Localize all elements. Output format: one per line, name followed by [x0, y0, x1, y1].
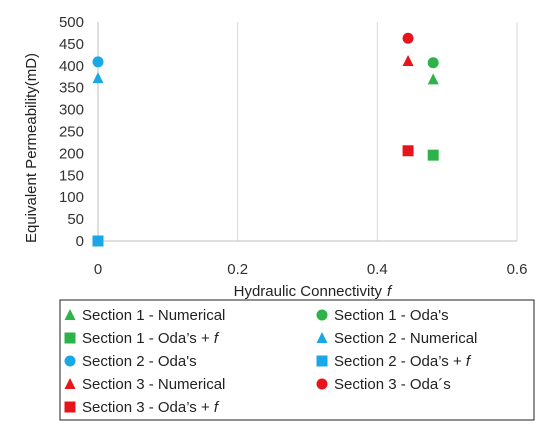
data-point	[92, 56, 104, 68]
legend-marker	[64, 355, 76, 367]
legend-label: Section 1 - Oda's	[334, 307, 449, 324]
legend-label: Section 3 - Oda´s	[334, 376, 451, 393]
legend-label: Section 2 - Numerical	[334, 330, 477, 347]
x-axis-title: Hydraulic Connectivity	[234, 283, 383, 300]
data-point	[402, 54, 414, 66]
x-tick-label: 0	[94, 261, 102, 278]
y-tick-label: 200	[59, 145, 84, 162]
legend-marker	[316, 309, 328, 321]
y-tick-label: 250	[59, 124, 84, 141]
legend-marker	[316, 378, 328, 390]
gridlines	[237, 22, 518, 241]
x-axis-title-symbol: f	[387, 283, 393, 300]
legend-marker	[64, 332, 76, 344]
legend-marker	[316, 332, 328, 343]
x-tick-label: 0.4	[367, 261, 388, 278]
legend-marker	[64, 309, 76, 320]
y-tick-label: 50	[67, 211, 84, 228]
y-tick-label: 350	[59, 80, 84, 97]
data-point	[427, 149, 439, 161]
data-point	[402, 32, 414, 44]
legend-marker	[64, 378, 76, 389]
data-point	[427, 73, 439, 85]
legend: Section 1 - Numerical Section 1 - Oda's Se…	[64, 307, 477, 416]
y-tick-label: 150	[59, 167, 84, 184]
data-point	[427, 57, 439, 69]
x-tick-labels: 0 0.2 0.4 0.6	[94, 261, 528, 278]
data-point	[402, 145, 414, 157]
legend-label: Section 2 - Oda's	[82, 353, 197, 370]
legend-label: Section 3 - Numerical	[82, 376, 225, 393]
y-axis-title: Equivalent Permeability(mD)	[23, 53, 40, 243]
x-tick-label: 0.2	[227, 261, 248, 278]
data-point	[92, 235, 104, 247]
legend-label: Section 1 - Numerical	[82, 307, 225, 324]
legend-marker	[316, 355, 328, 367]
x-tick-label: 0.6	[507, 261, 528, 278]
data-points	[92, 32, 439, 247]
y-tick-label: 300	[59, 102, 84, 119]
y-tick-label: 100	[59, 189, 84, 206]
y-tick-label: 0	[76, 233, 84, 250]
y-tick-label: 500	[59, 14, 84, 31]
y-tick-labels: 0 50 100 150 200 250 300 350 400 450 500	[59, 14, 84, 250]
legend-box	[59, 299, 535, 421]
legend-marker	[64, 401, 76, 413]
legend-label: Section 1 - Oda’s + f	[82, 330, 220, 347]
legend-label: Section 3 - Oda’s + f	[82, 399, 220, 416]
data-point	[92, 72, 104, 84]
legend-label: Section 2 - Oda’s + f	[334, 353, 472, 370]
y-tick-label: 400	[59, 58, 84, 75]
y-tick-label: 450	[59, 36, 84, 53]
